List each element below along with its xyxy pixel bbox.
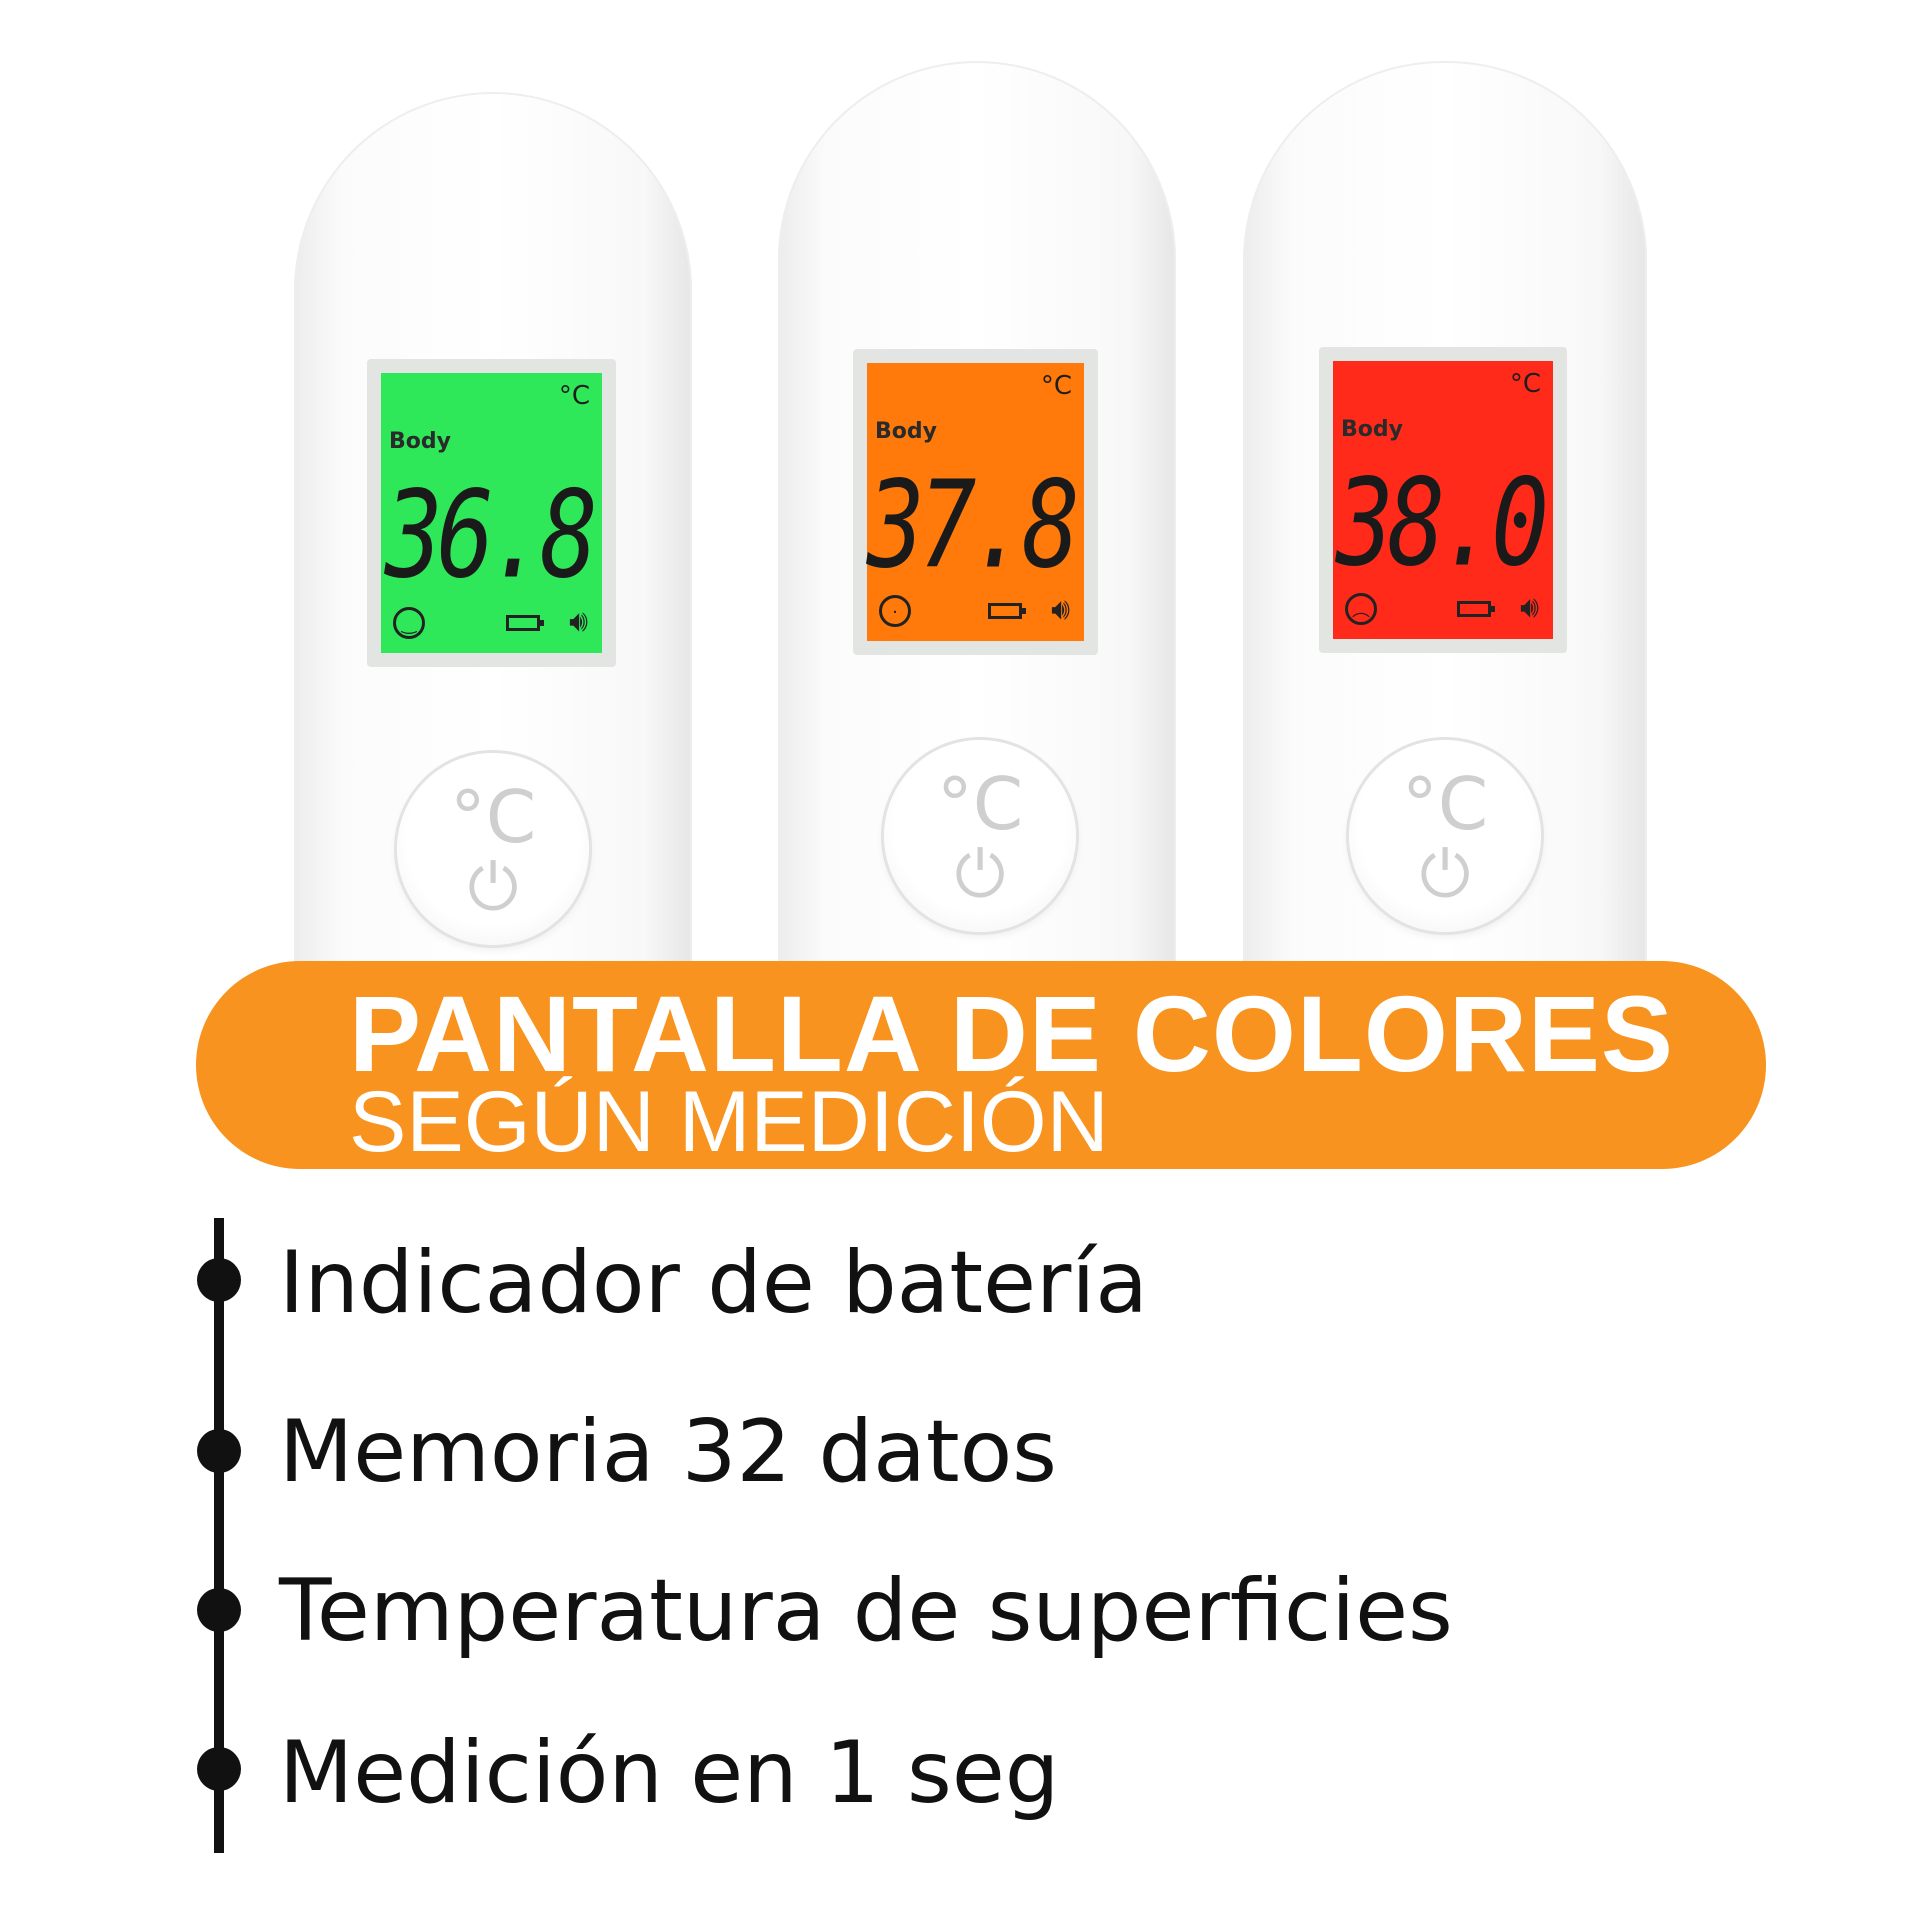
feature-item: Temperatura de superficies <box>279 1561 1453 1661</box>
thermometer-1: °C Body 36.8 ‿ 🔊︎ °C ⏻ <box>294 92 692 1053</box>
battery-icon <box>506 615 544 631</box>
bullet-dot <box>197 1429 241 1473</box>
feature-item: Medición en 1 seg <box>279 1723 1060 1823</box>
feature-item: Memoria 32 datos <box>279 1402 1057 1502</box>
mode-label: Body <box>1341 417 1403 442</box>
battery-icon <box>988 603 1026 619</box>
bullet-dot <box>197 1588 241 1632</box>
banner-title: PANTALLA DE COLORES <box>349 973 1674 1094</box>
button-unit-label: °C <box>1401 762 1489 846</box>
temperature-reading: 38.0 <box>1335 453 1549 593</box>
thermometer-2: °C Body 37.8 · 🔊︎ °C ⏻ <box>778 61 1176 1022</box>
button-unit-label: °C <box>936 762 1024 846</box>
bullet-dot <box>197 1258 241 1302</box>
speaker-icon: 🔊︎ <box>569 604 588 639</box>
mode-label: Body <box>875 419 937 444</box>
power-icon: ⏻ <box>954 838 1006 912</box>
button-unit-label: °C <box>449 775 537 859</box>
lcd-screen: °C Body 38.0 ︵ 🔊︎ <box>1319 347 1567 653</box>
neutral-face-icon: · <box>879 595 911 627</box>
lcd-screen: °C Body 36.8 ‿ 🔊︎ <box>367 359 616 667</box>
thermometer-3: °C Body 38.0 ︵ 🔊︎ °C ⏻ <box>1243 61 1647 1022</box>
speaker-icon: 🔊︎ <box>1051 592 1070 627</box>
happy-face-icon: ‿ <box>393 607 425 639</box>
battery-icon <box>1457 601 1495 617</box>
power-icon: ⏻ <box>467 851 519 925</box>
feature-item: Indicador de batería <box>279 1233 1148 1333</box>
celsius-unit: °C <box>1040 371 1072 401</box>
bullet-dot <box>197 1747 241 1791</box>
mode-label: Body <box>389 429 451 454</box>
timeline-line <box>214 1218 224 1853</box>
temperature-reading: 37.8 <box>866 455 1080 595</box>
celsius-unit: °C <box>558 381 590 411</box>
power-unit-button[interactable]: °C ⏻ <box>397 753 589 945</box>
lcd-screen: °C Body 37.8 · 🔊︎ <box>853 349 1098 655</box>
power-unit-button[interactable]: °C ⏻ <box>884 740 1076 932</box>
power-icon: ⏻ <box>1419 838 1471 912</box>
headline-banner: PANTALLA DE COLORES SEGÚN MEDICIÓN <box>196 961 1766 1170</box>
speaker-icon: 🔊︎ <box>1520 590 1539 625</box>
celsius-unit: °C <box>1509 369 1541 399</box>
sad-face-icon: ︵ <box>1345 593 1377 625</box>
temperature-reading: 36.8 <box>384 465 598 605</box>
power-unit-button[interactable]: °C ⏻ <box>1349 740 1541 932</box>
banner-subtitle: SEGÚN MEDICIÓN <box>349 1074 1109 1170</box>
